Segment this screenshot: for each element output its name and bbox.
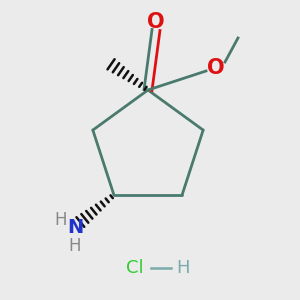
Text: N: N (67, 218, 83, 237)
Text: O: O (207, 58, 225, 78)
Text: H: H (176, 259, 190, 277)
Text: H: H (55, 211, 68, 229)
Text: O: O (147, 12, 165, 32)
Text: H: H (69, 237, 81, 255)
Text: Cl: Cl (126, 259, 144, 277)
